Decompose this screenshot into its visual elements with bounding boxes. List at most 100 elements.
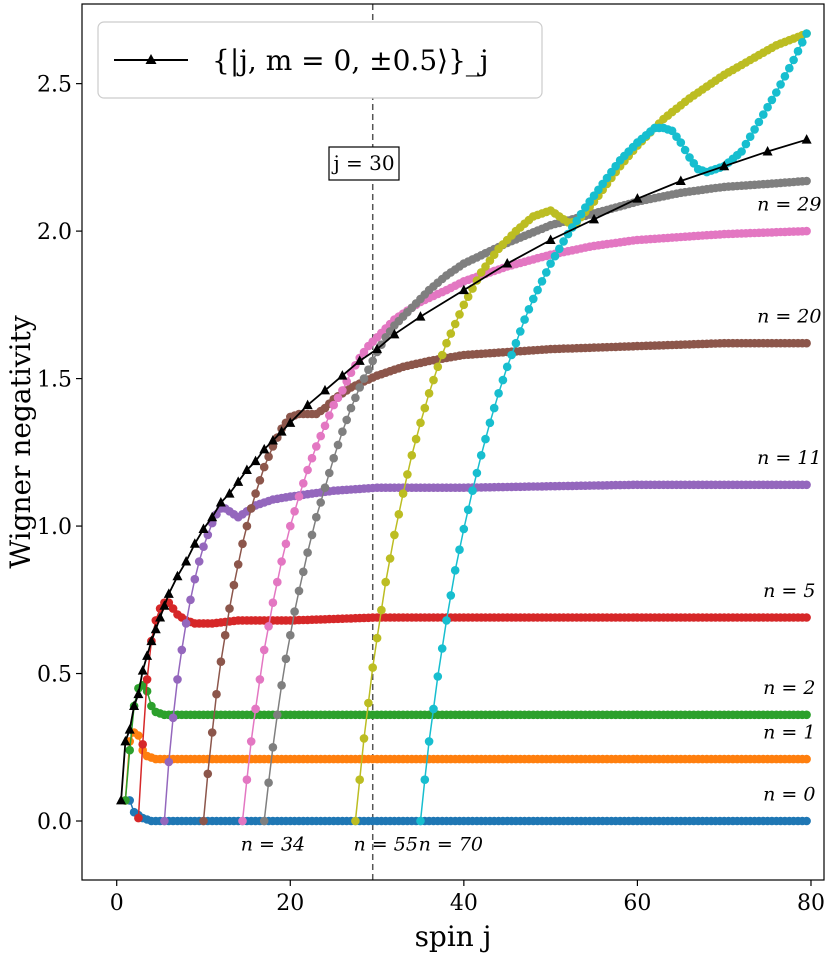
curve-label: n = 34 [241,834,305,856]
data-point [520,315,529,324]
triangle-data-point [116,794,127,805]
data-point [168,713,178,723]
data-point [741,139,751,149]
axis-ticks: 0 20 40 60 80 0.0 0.5 1.0 1.5 2.0 2.5 [37,73,825,916]
data-point [273,577,282,587]
data-point [277,557,286,566]
data-point [277,681,286,690]
data-point [164,757,174,767]
data-point [476,268,486,277]
data-point [424,737,434,746]
data-point [290,607,299,616]
data-point [372,633,382,643]
y-axis-label: Wigner negativity [4,315,37,569]
data-point [251,704,260,714]
series-n1 [121,728,811,805]
data-point [177,645,187,655]
data-point [589,191,599,200]
series-n11 [160,480,811,826]
legend-box [97,21,543,99]
curve-labels: n = 29 n = 20 n = 11 n = 5 n = 2 n = 1 n = 0 n … [241,193,822,855]
data-point [286,521,295,531]
data-point [576,209,586,219]
data-point [533,285,542,295]
data-point [368,356,378,366]
data-point [529,294,538,304]
j30-annotation: j = 30 [328,146,400,181]
data-point [142,686,152,696]
data-point [238,816,247,826]
data-point [203,769,213,779]
data-point [511,338,521,348]
data-point [437,350,447,360]
data-point [390,530,399,540]
data-point [281,654,291,664]
data-point [550,251,560,261]
data-point [489,250,499,259]
data-point [281,539,291,549]
data-point [502,362,512,372]
triangle-data-point [181,555,192,566]
data-point [424,389,434,398]
data-point [320,483,330,493]
data-point [216,657,226,666]
data-point [242,775,252,784]
data-point [772,88,781,97]
data-point [459,524,469,534]
data-point [450,319,460,329]
data-point [442,338,451,348]
y-tick-label: 2.0 [37,220,72,245]
data-point [194,557,204,566]
data-point [442,616,451,625]
j30-annotation-label: j = 30 [331,151,394,175]
data-point [585,197,594,206]
triangle-data-point [241,464,252,475]
data-point [602,173,612,183]
data-point [793,46,803,56]
data-point [268,598,278,607]
data-point [377,605,386,615]
data-point [416,816,425,826]
curve-label: n = 29 [757,193,821,215]
curve-label: n = 70 [419,834,483,856]
data-point [316,431,326,441]
axes-frame [81,3,825,881]
data-point [802,613,811,622]
data-point [789,55,798,65]
data-point [173,675,182,684]
data-point [485,418,495,428]
data-point [429,375,438,385]
x-tick-label: 60 [623,891,651,916]
data-point [251,489,260,498]
data-point [407,451,417,460]
data-point [420,403,430,413]
data-point [459,300,469,310]
data-point [455,545,464,554]
series-line-n29 [263,180,807,822]
data-point [754,117,764,127]
data-point [359,734,369,743]
data-point [611,161,620,171]
data-point [572,216,581,226]
data-point [303,465,312,475]
data-point [559,237,568,246]
data-point [329,400,339,410]
data-point [481,262,490,271]
data-point [316,498,326,507]
data-point [763,102,772,112]
data-point [134,813,143,823]
triangle-data-point [198,523,209,534]
data-point [433,362,443,372]
triangle-data-point [302,399,313,410]
data-point [259,816,269,826]
data-point [368,663,378,672]
data-point [680,145,690,155]
triangle-data-point [589,213,600,224]
data-point [737,147,746,156]
triangle-data-point [458,284,469,295]
data-point [802,710,811,720]
series-n2 [121,681,811,805]
series-line-n5 [137,601,807,819]
data-point [290,507,299,516]
data-point [207,728,217,737]
